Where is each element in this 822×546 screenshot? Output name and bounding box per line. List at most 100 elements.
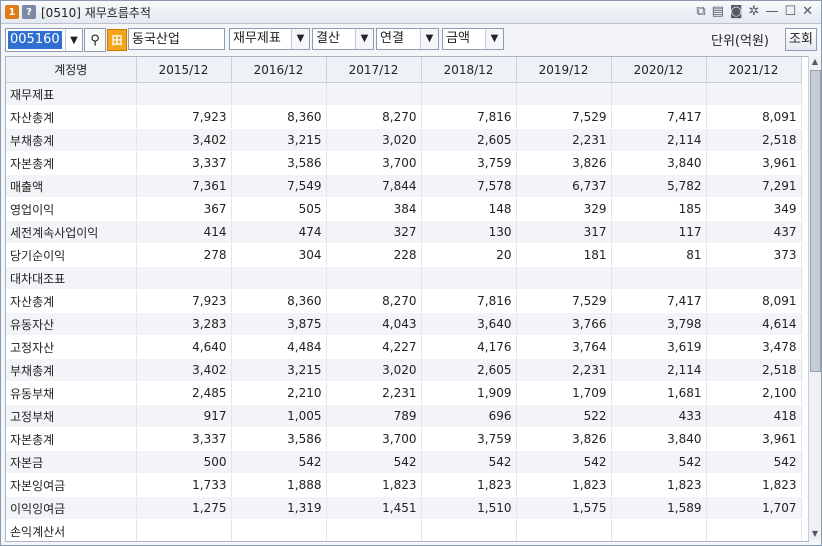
camera-icon[interactable]: ◙ [729,4,743,19]
table-row[interactable]: 재무제표 [6,82,802,106]
account-name-cell: 영업이익 [6,197,137,221]
value-cell [326,266,422,290]
table-row[interactable]: 손익계산서 [6,519,802,541]
table-row[interactable]: 자본총계 3,337 3,586 3,700 3,759 3,826 3,840 3,961 [6,151,802,175]
value-cell: 2,100 [706,381,802,405]
report-type-select[interactable]: 재무제표 ▼ [229,28,310,50]
period-type-select[interactable]: 결산 ▼ [312,28,374,50]
value-cell: 542 [421,450,517,474]
consolidation-select[interactable]: 연결 ▼ [376,28,439,50]
vertical-scrollbar[interactable]: ▲ ▼ [808,56,821,540]
value-cell: 505 [231,197,327,221]
table-row[interactable]: 유동자산 3,283 3,875 4,043 3,640 3,766 3,798 4,614 [6,312,802,336]
value-cell [231,519,327,541]
column-header-year[interactable]: 2017/12 [326,57,422,83]
value-cell: 3,402 [136,128,232,152]
table-row[interactable]: 이익잉여금 1,275 1,319 1,451 1,510 1,575 1,589 1,707 [6,496,802,520]
chevron-down-icon[interactable]: ▼ [420,29,438,49]
account-name-cell: 손익계산서 [6,519,137,541]
column-header-year[interactable]: 2020/12 [611,57,707,83]
table-row[interactable]: 당기순이익 278 304 228 20 181 81 373 [6,243,802,267]
value-cell: 1,823 [706,473,802,497]
lookup-button[interactable]: 조회 [785,28,817,51]
value-cell: 7,923 [136,289,232,313]
account-name-cell: 부채총계 [6,358,137,382]
account-name-cell: 유동부채 [6,381,137,405]
value-cell [611,519,707,541]
value-cell: 4,043 [326,312,422,336]
table-row[interactable]: 자산총계 7,923 8,360 8,270 7,816 7,529 7,417 8,091 [6,105,802,129]
value-cell: 1,707 [706,496,802,520]
value-cell: 3,478 [706,335,802,359]
stock-name-field: 동국산업 [128,28,225,50]
value-cell: 3,586 [231,151,327,175]
table-row[interactable]: 자본금 500 542 542 542 542 542 542 [6,450,802,474]
value-type-select[interactable]: 금액 ▼ [442,28,504,50]
value-cell: 2,485 [136,381,232,405]
stock-code-input[interactable]: 005160 ▼ [5,28,83,52]
value-cell: 5,782 [611,174,707,198]
table-row[interactable]: 부채총계 3,402 3,215 3,020 2,605 2,231 2,114 2,518 [6,128,802,152]
value-cell: 2,231 [326,381,422,405]
scroll-down-icon[interactable]: ▼ [811,529,819,538]
scroll-thumb[interactable] [810,70,821,372]
help-icon[interactable]: ? [22,5,36,19]
column-header-account[interactable]: 계정명 [6,57,137,83]
table-row[interactable]: 부채총계 3,402 3,215 3,020 2,605 2,231 2,114 2,518 [6,358,802,382]
value-cell [706,82,802,106]
stock-list-icon[interactable]: 田 [107,29,127,51]
table-row[interactable]: 세전계속사업이익 414 474 327 130 317 117 437 [6,220,802,244]
table-row[interactable]: 매출액 7,361 7,549 7,844 7,578 6,737 5,782 7,291 [6,174,802,198]
table-row[interactable]: 자본잉여금 1,733 1,888 1,823 1,823 1,823 1,823 1,823 [6,473,802,497]
value-cell: 3,759 [421,427,517,451]
maximize-icon[interactable]: ☐ [784,4,797,19]
chevron-down-icon[interactable]: ▼ [355,29,373,49]
memo-icon[interactable]: ▤ [711,4,724,19]
account-name-cell: 부채총계 [6,128,137,152]
chevron-down-icon[interactable]: ▼ [485,29,503,49]
value-cell [326,82,422,106]
table-row[interactable]: 고정부채 917 1,005 789 696 522 433 418 [6,404,802,428]
value-cell: 7,417 [611,105,707,129]
account-name-cell: 재무제표 [6,82,137,106]
value-cell: 117 [611,220,707,244]
table-row[interactable]: 자본총계 3,337 3,586 3,700 3,759 3,826 3,840 3,961 [6,427,802,451]
account-name-cell: 자본총계 [6,151,137,175]
column-header-year[interactable]: 2016/12 [231,57,327,83]
account-name-cell: 고정자산 [6,335,137,359]
value-cell: 418 [706,404,802,428]
value-cell: 278 [136,243,232,267]
column-header-year[interactable]: 2021/12 [706,57,802,83]
value-type-value: 금액 [446,31,470,46]
settings-icon[interactable]: ✲ [748,4,760,19]
close-icon[interactable]: ✕ [802,4,813,19]
account-name-cell: 고정부채 [6,404,137,428]
column-header-year[interactable]: 2015/12 [136,57,232,83]
value-cell: 500 [136,450,232,474]
value-cell [516,519,612,541]
chevron-down-icon[interactable]: ▼ [291,29,309,49]
link-icon[interactable]: ⧉ [696,4,706,19]
value-cell: 3,759 [421,151,517,175]
chevron-down-icon[interactable]: ▼ [65,29,82,51]
table-row[interactable]: 대차대조표 [6,266,802,290]
value-cell: 2,518 [706,128,802,152]
table-row[interactable]: 영업이익 367 505 384 148 329 185 349 [6,197,802,221]
account-name-cell: 자본금 [6,450,137,474]
value-cell: 2,605 [421,358,517,382]
column-header-year[interactable]: 2018/12 [421,57,517,83]
column-header-year[interactable]: 2019/12 [516,57,612,83]
value-cell: 7,549 [231,174,327,198]
value-cell: 3,700 [326,151,422,175]
minimize-icon[interactable]: — [765,4,779,19]
search-icon[interactable]: ⚲ [84,28,106,52]
scroll-up-icon[interactable]: ▲ [811,57,819,66]
title-bar: 1 ? [0510] 재무흐름추적 ⧉ ▤ ◙ ✲ — ☐ ✕ [1,1,821,24]
table-header-row: 계정명 2015/12 2016/12 2017/12 2018/12 2019/12 20… [6,57,802,83]
table-row[interactable]: 자산총계 7,923 8,360 8,270 7,816 7,529 7,417 8,091 [6,289,802,313]
value-cell: 6,737 [516,174,612,198]
period-type-value: 결산 [316,31,340,46]
table-row[interactable]: 고정자산 4,640 4,484 4,227 4,176 3,764 3,619 3,478 [6,335,802,359]
screen-number-badge[interactable]: 1 [5,5,19,19]
table-row[interactable]: 유동부채 2,485 2,210 2,231 1,909 1,709 1,681 2,100 [6,381,802,405]
